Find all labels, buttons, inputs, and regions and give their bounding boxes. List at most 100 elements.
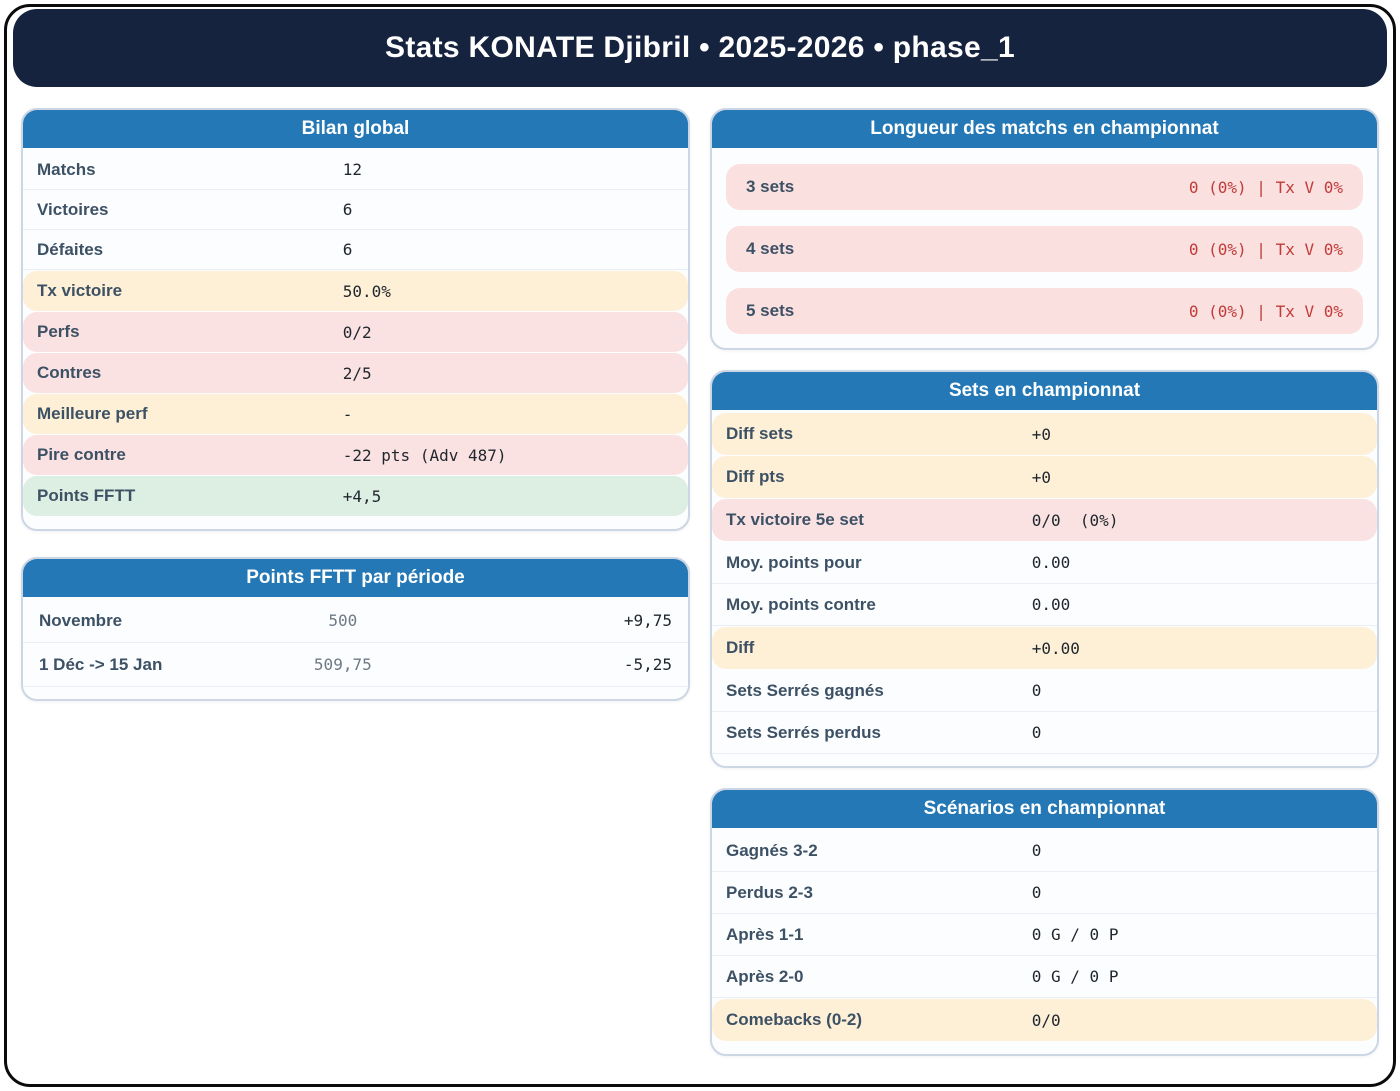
stat-label: Gagnés 3-2 (726, 840, 818, 860)
stat-row-meilleure-perf: Meilleure perf - (23, 394, 688, 434)
period-row-novembre: Novembre 500 +9,75 (23, 599, 688, 643)
stat-row-sets-serres-perdus: Sets Serrés perdus 0 (712, 712, 1377, 754)
stat-label: Pire contre (37, 445, 126, 464)
stat-row-defaites: Défaites 6 (23, 230, 688, 270)
stat-label: Tx victoire 5e set (726, 510, 864, 529)
stat-label: Perfs (37, 322, 80, 341)
card-longueur-matchs: Longueur des matchs en championnat 3 set… (710, 108, 1379, 350)
stat-row-apres-2-0: Après 2-0 0 G / 0 P (712, 956, 1377, 998)
stat-row-gagnes-3-2: Gagnés 3-2 0 (712, 830, 1377, 872)
period-points: 500 (328, 611, 358, 630)
period-label: 1 Déc -> 15 Jan (39, 654, 163, 674)
page-title: Stats KONATE Djibril • 2025-2026 • phase… (385, 31, 1015, 64)
right-column: Longueur des matchs en championnat 3 set… (710, 108, 1379, 1056)
stat-value: +0 (1031, 424, 1052, 444)
stat-label: Sets Serrés perdus (726, 722, 881, 742)
period-label: Novembre (39, 610, 123, 630)
period-row-dec-jan: 1 Déc -> 15 Jan 509,75 -5,25 (23, 643, 688, 687)
stat-row-tx-victoire-5e-set: Tx victoire 5e set 0/0 (0%) (712, 499, 1377, 541)
period-delta: -5,25 (623, 655, 672, 674)
match-length-label: 3 sets (746, 177, 795, 196)
stat-row-diff: Diff +0.00 (712, 627, 1377, 669)
stat-row-tx-victoire: Tx victoire 50.0% (23, 271, 688, 311)
stat-value: 0 (1031, 883, 1042, 902)
page-frame: Stats KONATE Djibril • 2025-2026 • phase… (4, 4, 1396, 1087)
card-title-bilan-global: Bilan global (23, 110, 688, 148)
card-body-longueur-matchs: 3 sets 0 (0%) | Tx V 0% 4 sets 0 (0%) | … (712, 148, 1377, 348)
stat-value: - (342, 404, 353, 424)
card-title-scenarios-championnat: Scénarios en championnat (712, 790, 1377, 828)
card-title-sets-championnat: Sets en championnat (712, 372, 1377, 410)
stat-row-perfs: Perfs 0/2 (23, 312, 688, 352)
card-title-longueur-matchs: Longueur des matchs en championnat (712, 110, 1377, 148)
stat-row-diff-sets: Diff sets +0 (712, 413, 1377, 455)
card-body-bilan-global: Matchs 12 Victoires 6 Défaites 6 Tx vict… (23, 148, 688, 529)
stat-label: Tx victoire (37, 281, 123, 300)
card-sets-championnat: Sets en championnat Diff sets +0 Diff pt… (710, 370, 1379, 768)
stat-value: -22 pts (Adv 487) (342, 445, 507, 465)
card-bilan-global: Bilan global Matchs 12 Victoires 6 Défai… (21, 108, 690, 531)
stat-label: Défaites (37, 239, 104, 259)
stat-row-comebacks-0-2: Comebacks (0-2) 0/0 (712, 999, 1377, 1041)
card-points-fftt-periode: Points FFTT par période Novembre 500 +9,… (21, 557, 690, 701)
stat-label: Diff (726, 638, 755, 657)
stat-value: 0.00 (1031, 595, 1071, 614)
stat-value: 6 (342, 200, 353, 219)
stat-label: Sets Serrés gagnés (726, 680, 884, 700)
stat-row-apres-1-1: Après 1-1 0 G / 0 P (712, 914, 1377, 956)
stat-row-diff-pts: Diff pts +0 (712, 456, 1377, 498)
stat-value: 0 (1031, 841, 1042, 860)
match-length-value: 0 (0%) | Tx V 0% (1188, 301, 1343, 321)
stat-label: Moy. points contre (726, 594, 876, 614)
stat-row-pire-contre: Pire contre -22 pts (Adv 487) (23, 435, 688, 475)
match-length-label: 4 sets (746, 239, 795, 258)
stat-label: Contres (37, 363, 102, 382)
stat-value: +0 (1031, 467, 1052, 487)
stat-row-contres: Contres 2/5 (23, 353, 688, 393)
stat-value: 50.0% (342, 281, 391, 301)
stat-label: Après 1-1 (726, 924, 804, 944)
match-length-row-3sets: 3 sets 0 (0%) | Tx V 0% (726, 164, 1363, 210)
stat-label: Diff sets (726, 424, 794, 443)
period-points: 509,75 (313, 655, 372, 674)
match-length-row-5sets: 5 sets 0 (0%) | Tx V 0% (726, 288, 1363, 334)
stat-label: Comebacks (0-2) (726, 1010, 863, 1029)
match-length-value: 0 (0%) | Tx V 0% (1188, 177, 1343, 197)
stat-value: 0/0 (0%) (1031, 510, 1119, 530)
match-length-label: 5 sets (746, 301, 795, 320)
card-body-sets-championnat: Diff sets +0 Diff pts +0 Tx victoire 5e … (712, 410, 1377, 766)
card-title-points-fftt-periode: Points FFTT par période (23, 559, 688, 597)
stat-row-perdus-2-3: Perdus 2-3 0 (712, 872, 1377, 914)
left-column: Bilan global Matchs 12 Victoires 6 Défai… (21, 108, 690, 701)
stat-row-moy-points-contre: Moy. points contre 0.00 (712, 584, 1377, 626)
main-content: Bilan global Matchs 12 Victoires 6 Défai… (7, 87, 1393, 1056)
stat-row-moy-points-pour: Moy. points pour 0.00 (712, 542, 1377, 584)
stat-value: 12 (342, 160, 363, 179)
card-scenarios-championnat: Scénarios en championnat Gagnés 3-2 0 Pe… (710, 788, 1379, 1056)
stat-value: 0 G / 0 P (1031, 967, 1119, 986)
stat-row-matchs: Matchs 12 (23, 150, 688, 190)
stat-value: 2/5 (342, 363, 372, 383)
stat-label: Matchs (37, 159, 96, 179)
stat-row-sets-serres-gagnes: Sets Serrés gagnés 0 (712, 670, 1377, 712)
stat-row-points-fftt: Points FFTT +4,5 (23, 476, 688, 516)
stat-label: Victoires (37, 199, 109, 219)
stat-row-victoires: Victoires 6 (23, 190, 688, 230)
card-body-points-fftt-periode: Novembre 500 +9,75 1 Déc -> 15 Jan 509,7… (23, 597, 688, 699)
stat-value: 0 (1031, 723, 1042, 742)
card-body-scenarios-championnat: Gagnés 3-2 0 Perdus 2-3 0 Après 1-1 0 G … (712, 828, 1377, 1054)
stat-value: +4,5 (342, 486, 382, 506)
stat-value: +0.00 (1031, 638, 1080, 658)
stat-label: Meilleure perf (37, 404, 148, 423)
stat-label: Après 2-0 (726, 966, 804, 986)
stat-label: Moy. points pour (726, 552, 862, 572)
stat-value: 6 (342, 240, 353, 259)
stat-value: 0/0 (1031, 1010, 1061, 1030)
app-header: Stats KONATE Djibril • 2025-2026 • phase… (13, 9, 1387, 87)
stat-value: 0 G / 0 P (1031, 925, 1119, 944)
stat-value: 0/2 (342, 322, 372, 342)
stat-label: Perdus 2-3 (726, 882, 813, 902)
stat-label: Points FFTT (37, 486, 136, 505)
match-length-row-4sets: 4 sets 0 (0%) | Tx V 0% (726, 226, 1363, 272)
stat-value: 0 (1031, 681, 1042, 700)
